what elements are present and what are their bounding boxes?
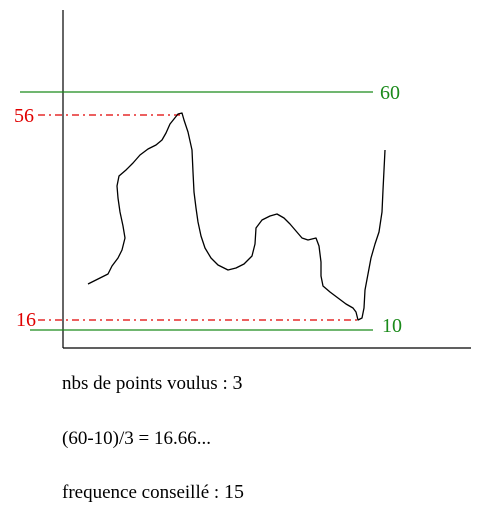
points-label: nbs de points voulus : xyxy=(62,373,228,394)
formula-line: (60-10)/3 = 16.66... xyxy=(62,428,211,450)
points-value: 3 xyxy=(232,372,243,394)
upper-limit-label: 60 xyxy=(380,82,400,104)
curve-min-label: 16 xyxy=(16,309,36,331)
frequency-value: 15 xyxy=(223,481,244,503)
curve-max-label: 56 xyxy=(14,105,34,127)
lower-limit-label: 10 xyxy=(382,315,402,337)
frequency-label: frequence conseillé : xyxy=(62,482,220,503)
formula-text: (60-10)/3 = 16.66... xyxy=(62,428,211,449)
signal-curve xyxy=(87,112,386,321)
frequency-line: frequence conseillé : 15 xyxy=(62,481,244,504)
points-line: nbs de points voulus : 3 xyxy=(62,372,242,395)
